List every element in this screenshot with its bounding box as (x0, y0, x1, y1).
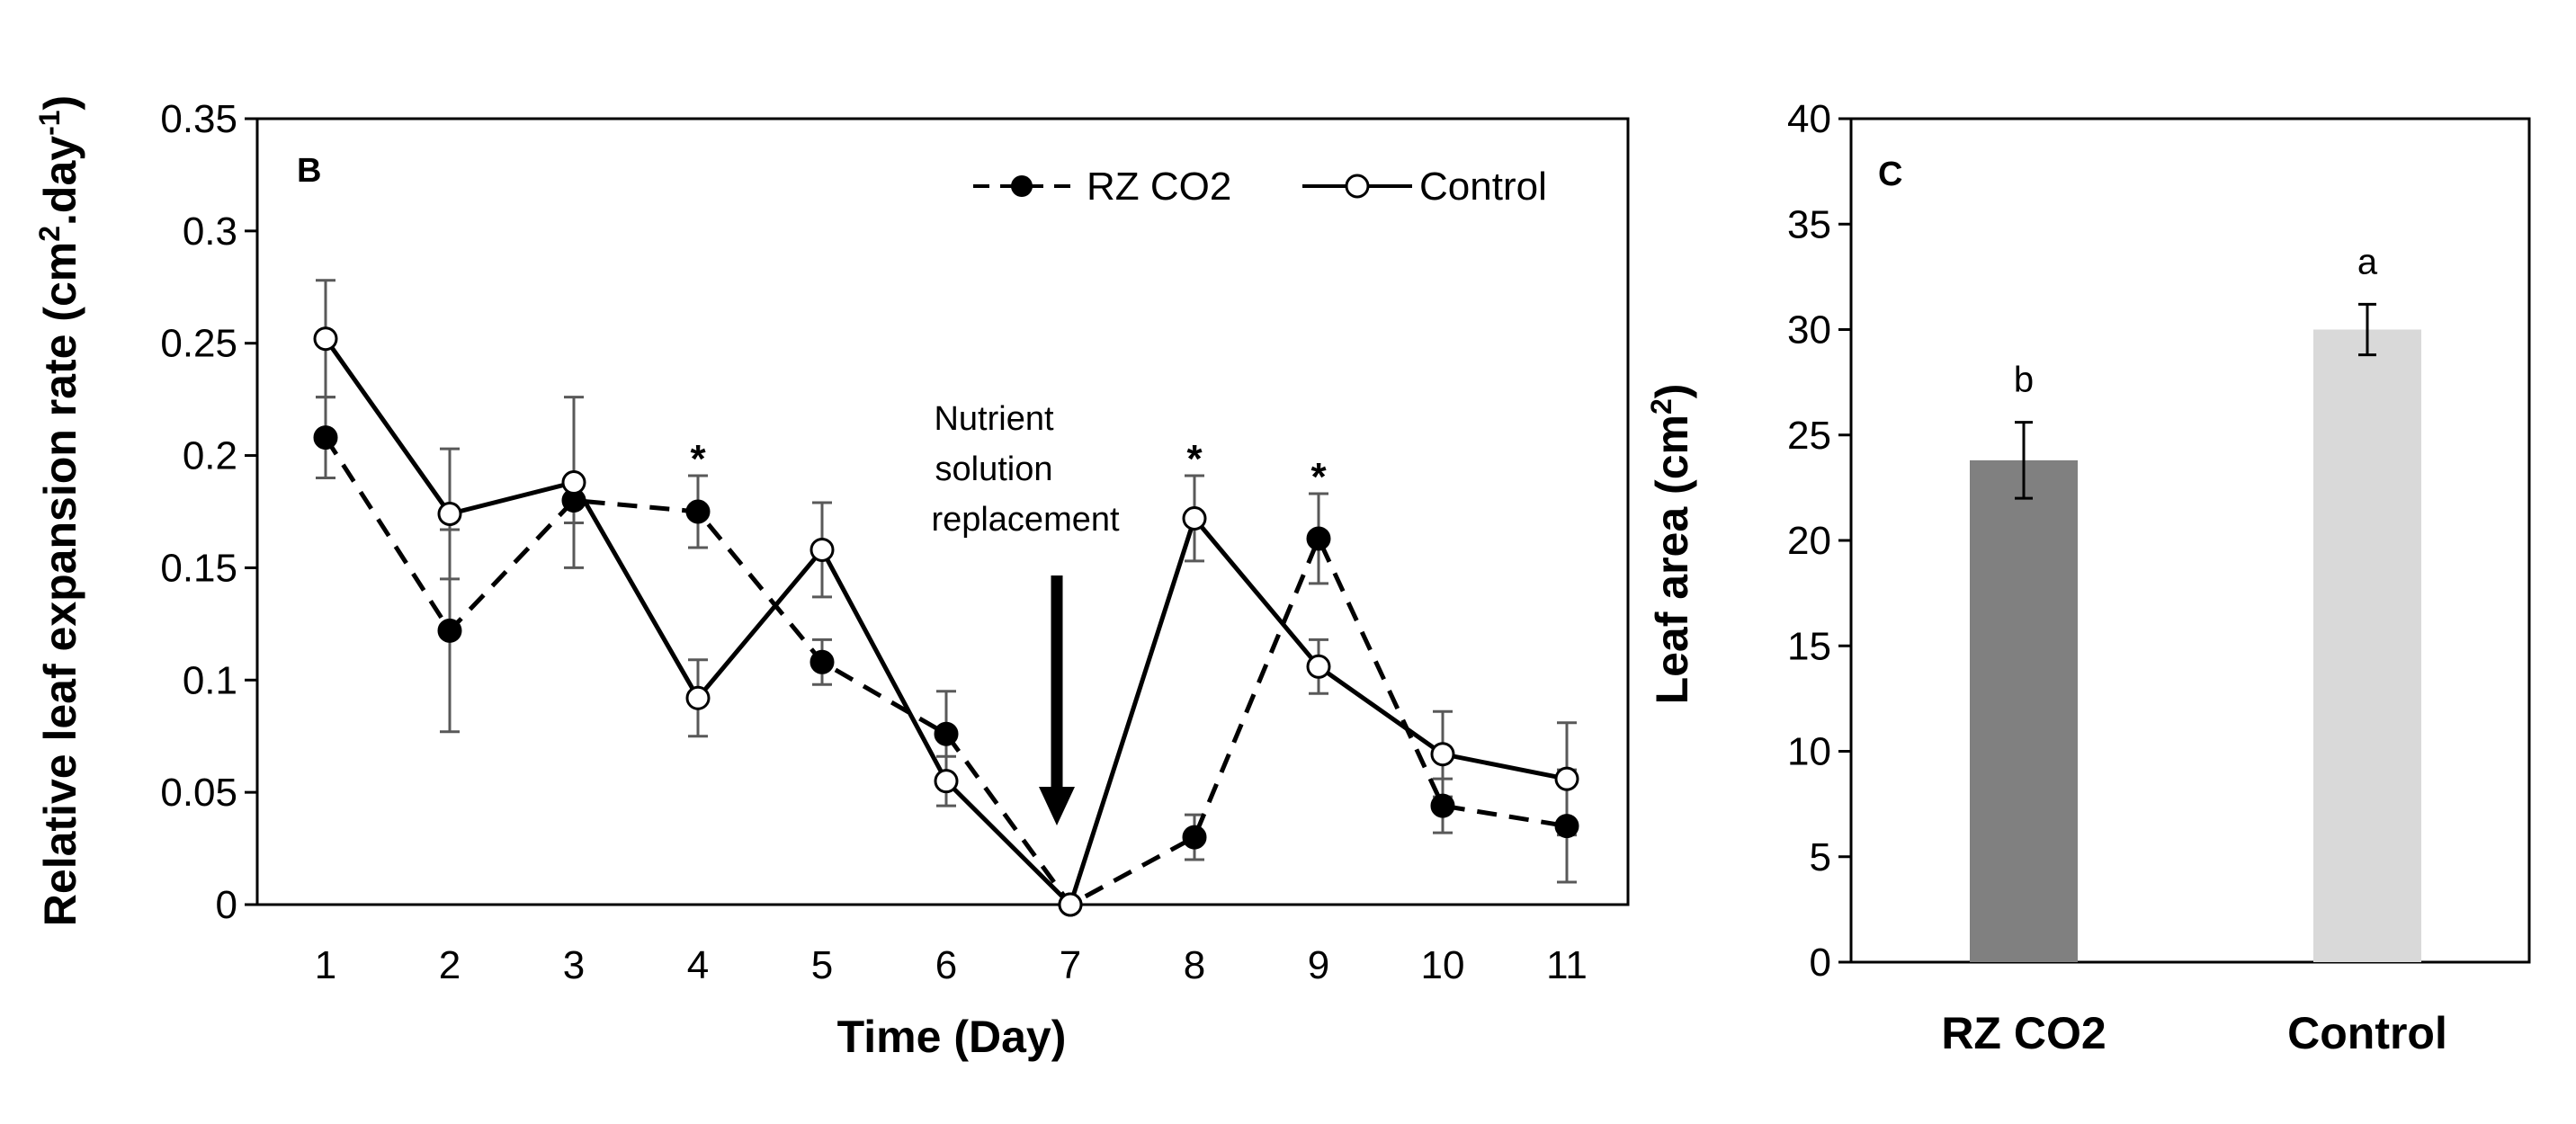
x-tick-label-b: 7 (1060, 943, 1081, 987)
x-tick-label-b: 11 (1546, 943, 1588, 987)
y-tick-label-b: 0.15 (160, 546, 237, 590)
point-control (437, 501, 462, 526)
point-rzco2 (1182, 825, 1207, 850)
x-tick-label-b: 2 (439, 943, 461, 987)
x-tick-label-b: 1 (315, 943, 336, 987)
x-axis-b: 1 2 3 4 5 6 7 8 9 10 11 (315, 943, 1588, 987)
significance-star: * (1310, 455, 1327, 499)
point-control (561, 470, 586, 495)
panel-label-b: B (297, 152, 321, 190)
point-control (1430, 742, 1455, 767)
x-tick-label-b: 4 (687, 943, 709, 987)
y-tick-label-c: 35 (1787, 202, 1831, 246)
y-axis-b: 0 0.05 0.1 0.15 0.2 0.25 0.3 0.35 (160, 97, 257, 927)
legend-label-control: Control (1419, 165, 1547, 209)
y-tick-label-b: 0.1 (183, 658, 237, 702)
x-tick-label-b: 6 (935, 943, 957, 987)
point-control (1058, 892, 1083, 917)
bar (2313, 329, 2421, 962)
legend-label-rzco2: RZ CO2 (1087, 165, 1231, 209)
x-tick-label-b: 9 (1308, 943, 1329, 987)
y-tick-label-c: 25 (1787, 414, 1831, 458)
point-control (685, 685, 711, 710)
y-tick-label-b: 0 (216, 883, 237, 927)
point-control (1554, 766, 1579, 791)
y-tick-label-b: 0.35 (160, 97, 237, 141)
y-tick-label-c: 15 (1787, 624, 1831, 668)
bars-c: b RZ CO2 a Control (1941, 242, 2447, 1058)
x-tick-label-b: 10 (1421, 943, 1465, 987)
annotation-line-3: replacement (931, 501, 1120, 539)
x-tick-label-b: 3 (563, 943, 585, 987)
y-tick-label-c: 40 (1787, 97, 1831, 141)
significance-markers-b: * * * (690, 437, 1327, 499)
legend-b: RZ CO2 Control (973, 165, 1547, 209)
annotation-nutrient: Nutrient solution replacement (931, 400, 1120, 825)
y-tick-label-b: 0.25 (160, 322, 237, 366)
point-control (1182, 505, 1207, 531)
y-tick-label-c: 5 (1810, 835, 1831, 879)
point-rzco2 (1430, 793, 1455, 818)
y-tick-label-b: 0.05 (160, 771, 237, 815)
point-control (1306, 654, 1331, 679)
point-rzco2 (1306, 526, 1331, 551)
point-control (809, 537, 835, 562)
y-axis-title-b-close: ) (35, 95, 85, 111)
bar-chart-panel-c: C 0 5 10 15 20 25 30 35 40 b RZ CO2 a Control Leaf … (1645, 97, 2531, 1058)
y-axis-title-b-main: Relative leaf expansion rate (cm (35, 242, 85, 926)
annotation-line-2: solution (935, 450, 1053, 488)
significance-letter: a (2357, 242, 2378, 281)
y-axis-title-c-main: Leaf area (cm (1647, 415, 1697, 704)
y-tick-label-b: 0.3 (183, 210, 237, 254)
significance-star: * (1186, 437, 1203, 481)
point-rzco2 (313, 425, 338, 450)
bar (1970, 459, 2078, 962)
significance-star: * (690, 437, 706, 481)
y-axis-title-c-sup: 2 (1645, 398, 1677, 415)
series-b (313, 279, 1579, 917)
point-rzco2 (437, 618, 462, 643)
x-tick-label-b: 5 (811, 943, 833, 987)
x-axis-title-b: Time (Day) (837, 1012, 1067, 1062)
y-axis-title-b-mid: .day (35, 136, 85, 226)
category-label: Control (2287, 1008, 2447, 1058)
y-axis-title-b-sup2: -1 (33, 110, 66, 135)
plot-frame-c (1849, 117, 2531, 964)
y-tick-label-b: 0.2 (183, 434, 237, 478)
legend-marker-control (1345, 174, 1370, 199)
y-axis-title-b: Relative leaf expansion rate (cm2.day-1) (33, 95, 85, 926)
y-tick-label-c: 0 (1810, 941, 1831, 985)
significance-letter: b (2014, 361, 2034, 400)
point-rzco2 (685, 499, 711, 524)
y-tick-label-c: 20 (1787, 519, 1831, 563)
point-rzco2 (1554, 814, 1579, 839)
point-control (934, 769, 959, 794)
annotation-line-1: Nutrient (934, 400, 1053, 438)
point-rzco2 (934, 721, 959, 746)
y-axis-title-c-close: ) (1647, 384, 1697, 399)
annotation-arrow-head (1039, 787, 1075, 825)
panel-label-c: C (1878, 156, 1902, 193)
y-axis-title-b-sup1: 2 (33, 226, 66, 242)
category-label: RZ CO2 (1941, 1008, 2106, 1058)
y-axis-title-c: Leaf area (cm2) (1645, 384, 1697, 705)
y-tick-label-c: 10 (1787, 730, 1831, 774)
y-axis-c: 0 5 10 15 20 25 30 35 40 (1787, 97, 1851, 985)
point-rzco2 (809, 649, 835, 674)
legend-marker-rzco2 (1011, 175, 1033, 197)
plot-frame-b (255, 117, 1630, 906)
point-control (313, 326, 338, 352)
x-tick-label-b: 8 (1184, 943, 1205, 987)
line-chart-panel-b: B 0 0.05 0.1 0.15 0.2 0.25 0.3 0.35 1 2 3 4 5 6 7 8 9 10… (33, 95, 1630, 1062)
y-tick-label-c: 30 (1787, 308, 1831, 352)
